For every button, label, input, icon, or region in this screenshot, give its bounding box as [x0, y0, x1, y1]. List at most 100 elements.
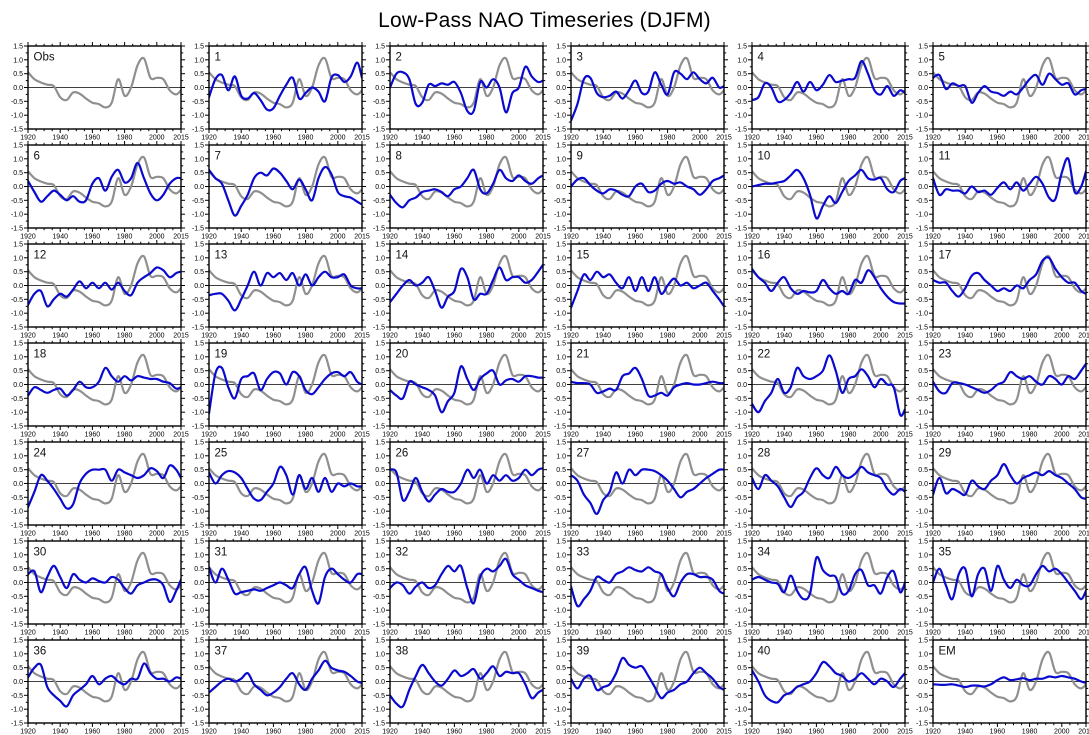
member-line [28, 161, 181, 204]
y-tick-label: -0.5 [11, 198, 23, 205]
x-tick-label: 1980 [298, 333, 314, 340]
x-tick-label: 2000 [330, 333, 346, 340]
x-tick-label: 1980 [660, 234, 676, 241]
y-tick-label: -1.0 [192, 509, 204, 516]
panel-36: 1920 1940 1960 1980 2000 2015 1.5 1.0 0.5 0.0 -0.5… [2, 634, 189, 735]
x-tick-label: 2000 [330, 630, 346, 637]
y-tick-label: 0.0 [13, 580, 23, 587]
member-line [390, 365, 543, 414]
y-tick-label: 1.0 [13, 651, 23, 658]
y-tick-label: 1.0 [13, 156, 23, 163]
y-tick-label: -1.0 [554, 113, 566, 120]
x-tick-label: 2015 [535, 531, 551, 538]
panel-label: 26 [396, 448, 409, 460]
x-tick-label: 1980 [841, 333, 857, 340]
x-tick-label: 2015 [354, 729, 370, 735]
x-tick-label: 2015 [173, 729, 189, 735]
panel-border [208, 441, 363, 526]
panel-border [27, 45, 182, 130]
panel-border [751, 144, 906, 229]
x-tick-label: 2015 [173, 432, 189, 439]
obs-line [28, 56, 181, 109]
x-tick-label: 1980 [298, 729, 314, 735]
x-tick-label: 1980 [117, 234, 133, 241]
x-tick-label: 1940 [957, 432, 973, 439]
panel-border [208, 540, 363, 625]
y-tick-label: -0.5 [373, 396, 385, 403]
y-tick-label: 0.0 [918, 85, 928, 92]
y-tick-label: 1.5 [194, 143, 204, 150]
y-tick-label: 0.5 [13, 368, 23, 375]
y-tick-label: 0.0 [737, 679, 747, 686]
y-tick-label: -1.0 [554, 311, 566, 318]
y-tick-label: 0.5 [556, 170, 566, 177]
panel-38: 1920 1940 1960 1980 2000 2015 1.5 1.0 0.5 0.0 -0.5… [364, 634, 551, 735]
x-tick-label: 2015 [535, 432, 551, 439]
panel-label: 25 [215, 448, 228, 460]
y-tick-label: -1.5 [916, 127, 928, 134]
panel-border [570, 639, 725, 724]
x-tick-label: 1960 [990, 234, 1006, 241]
x-tick-label: 2015 [716, 729, 732, 735]
panel-label: 3 [577, 52, 583, 64]
x-tick-label: 1980 [117, 630, 133, 637]
panel-border [208, 144, 363, 229]
x-tick-label: 2015 [716, 531, 732, 538]
member-line [209, 165, 362, 217]
x-tick-label: 1960 [85, 630, 101, 637]
y-tick-label: 1.5 [737, 44, 747, 51]
x-tick-label: 1940 [52, 729, 68, 735]
y-tick-label: 0.5 [737, 71, 747, 78]
y-tick-label: 0.5 [918, 368, 928, 375]
y-tick-label: 0.5 [13, 71, 23, 78]
panel-label: 37 [215, 646, 228, 658]
x-tick-label: 1920 [382, 432, 398, 439]
panel-label: 27 [577, 448, 590, 460]
y-tick-label: 0.0 [737, 283, 747, 290]
y-tick-label: 0.0 [13, 679, 23, 686]
y-tick-label: -0.5 [373, 594, 385, 601]
y-tick-label: -1.0 [192, 311, 204, 318]
member-line [28, 564, 181, 603]
y-tick-label: -1.0 [735, 212, 747, 219]
y-tick-label: 1.0 [918, 453, 928, 460]
y-tick-label: 1.5 [13, 44, 23, 51]
y-tick-label: -0.5 [192, 594, 204, 601]
panel-grid: 1920 1940 1960 1980 2000 2015 1.5 1.0 0.5 0.0 -0.5… [0, 40, 1089, 735]
panel-11: 1920 1940 1960 1980 2000 2015 1.5 1.0 0.5 0.0 -0.5… [907, 139, 1089, 241]
x-tick-label: 2000 [511, 135, 527, 142]
y-tick-label: -1.5 [11, 325, 23, 332]
x-tick-label: 1940 [414, 729, 430, 735]
obs-line [752, 353, 905, 406]
x-tick-label: 2015 [1078, 135, 1089, 142]
member-line [390, 663, 543, 709]
y-tick-label: -1.5 [373, 622, 385, 629]
y-tick-label: 1.5 [737, 341, 747, 348]
y-tick-label: 0.5 [13, 665, 23, 672]
y-tick-label: 1.5 [918, 341, 928, 348]
panel-border [570, 540, 725, 625]
x-tick-label: 1980 [117, 432, 133, 439]
x-tick-label: 2000 [511, 333, 527, 340]
member-line [390, 467, 543, 503]
member-line [571, 174, 724, 198]
y-tick-label: -1.5 [916, 523, 928, 530]
y-tick-label: 1.0 [13, 453, 23, 460]
x-tick-label: 1940 [414, 333, 430, 340]
panel-label: 33 [577, 547, 590, 559]
x-tick-label: 1980 [479, 531, 495, 538]
x-tick-label: 1940 [776, 432, 792, 439]
y-tick-label: 1.5 [556, 638, 566, 645]
member-line [933, 564, 1086, 601]
y-tick-label: -1.5 [192, 226, 204, 233]
x-tick-label: 1960 [266, 531, 282, 538]
y-tick-label: 0.5 [737, 665, 747, 672]
x-tick-label: 1960 [447, 630, 463, 637]
panel-border [570, 45, 725, 130]
x-tick-label: 2015 [716, 135, 732, 142]
x-tick-label: 1980 [479, 333, 495, 340]
member-line [752, 267, 905, 305]
x-tick-label: 1960 [809, 333, 825, 340]
y-tick-label: -0.5 [11, 297, 23, 304]
panel-17: 1920 1940 1960 1980 2000 2015 1.5 1.0 0.5 0.0 -0.5… [907, 238, 1089, 340]
